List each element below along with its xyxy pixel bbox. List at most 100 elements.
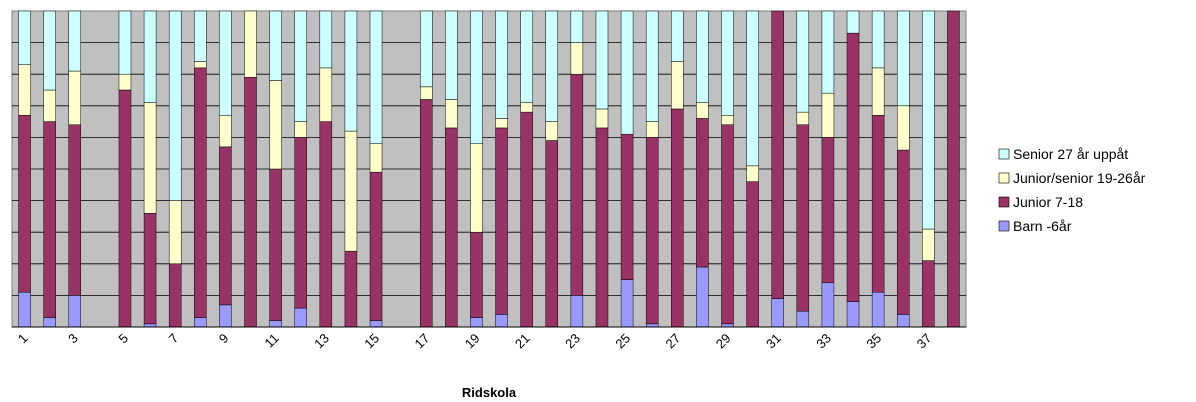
x-axis-ticks: 1 3 5 7 9 11 13 15 17 19 21 23 25 27 29 31 33 35 37 [12,327,966,351]
x-tick-label: 23 [562,331,583,352]
bar-segment-2-s0 [44,318,56,327]
x-tick-label: 29 [713,331,734,352]
bar-segment-18-s3 [445,11,457,99]
bar-segment-20-s2 [496,118,508,127]
bar-segment-6-s1 [144,213,156,324]
bar-segment-38-s1 [947,11,959,327]
bar-segment-13-s3 [320,11,332,68]
bar-segment-11-s2 [270,81,282,169]
bar-segment-19-s0 [470,318,482,327]
bar-segment-24-s2 [596,109,608,128]
bar-segment-7-s2 [169,201,181,264]
bar-segment-21-s2 [521,103,533,112]
bar-segment-35-s2 [872,68,884,115]
bar-segment-3-s2 [69,71,81,125]
bar-segment-19-s3 [470,11,482,144]
bar-segment-33-s1 [822,137,834,282]
bar-segment-7-s3 [169,11,181,201]
bar-segment-32-s1 [797,125,809,311]
bar-segment-23-s0 [571,295,583,327]
bar-segment-17-s1 [420,99,432,327]
bar-segment-12-s2 [295,122,307,138]
bar-segment-34-s3 [847,11,859,33]
legend-label: Junior 7-18 [1013,194,1083,210]
bar-segment-24-s3 [596,11,608,109]
bar-segment-36-s1 [897,150,909,314]
bar-segment-12-s3 [295,11,307,122]
bar-segment-37-s2 [922,229,934,261]
bar-segment-6-s2 [144,103,156,214]
bar-segment-10-s2 [245,11,257,77]
bar-segment-11-s3 [270,11,282,81]
bar-segment-26-s2 [646,122,658,138]
x-tick-label: 9 [216,331,232,347]
bar-segment-14-s1 [345,251,357,327]
x-tick-label: 7 [166,331,182,347]
bar-segment-13-s2 [320,68,332,122]
bar-segment-35-s3 [872,11,884,68]
x-tick-label: 17 [412,331,433,352]
bar-segment-36-s0 [897,314,909,327]
bar-segment-18-s1 [445,128,457,327]
bar-segment-23-s2 [571,43,583,75]
legend: Senior 27 år uppåtJunior/senior 19-26årJ… [999,146,1146,234]
bar-segment-9-s1 [219,147,231,305]
x-tick-label: 1 [15,331,31,347]
bar-segment-20-s1 [496,128,508,314]
x-tick-label: 15 [361,331,382,352]
bar-segment-27-s2 [671,62,683,109]
bar-segment-34-s1 [847,33,859,302]
bar-segment-33-s2 [822,93,834,137]
bar-segment-9-s3 [219,11,231,115]
bar-segment-22-s3 [546,11,558,122]
bar-segment-8-s1 [194,68,206,318]
bar-segment-36-s2 [897,106,909,150]
bar-segment-32-s3 [797,11,809,112]
bar-segment-8-s2 [194,62,206,68]
x-tick-label: 27 [663,331,684,352]
bar-segment-37-s1 [922,261,934,327]
bar-segment-1-s3 [19,11,31,65]
bar-segment-22-s1 [546,141,558,327]
x-tick-label: 31 [763,331,784,352]
bar-segment-35-s1 [872,115,884,292]
bar-segment-24-s1 [596,128,608,327]
bar-segment-15-s2 [370,144,382,172]
bar-segment-14-s3 [345,11,357,131]
bar-segment-2-s1 [44,122,56,318]
bar-segment-28-s3 [696,11,708,103]
x-tick-label: 37 [914,331,935,352]
bar-segment-23-s1 [571,74,583,295]
bar-segment-19-s2 [470,144,482,232]
x-axis-title: Ridskola [462,385,517,400]
x-tick-label: 5 [115,331,131,347]
bar-segment-19-s1 [470,232,482,317]
bar-segment-30-s3 [747,11,759,166]
legend-label: Junior/senior 19-26år [1013,170,1146,186]
bar-segment-28-s2 [696,103,708,119]
bar-segment-25-s0 [621,280,633,327]
bar-segment-22-s2 [546,122,558,141]
bar-segment-28-s1 [696,118,708,267]
bar-segment-29-s2 [722,115,734,124]
bar-segment-26-s1 [646,137,658,323]
bar-segment-7-s1 [169,264,181,327]
x-tick-label: 33 [813,331,834,352]
bar-segment-20-s3 [496,11,508,118]
bar-segment-37-s3 [922,11,934,229]
bar-segment-28-s0 [696,267,708,327]
bar-segment-27-s1 [671,109,683,327]
bar-segment-3-s3 [69,11,81,71]
bar-segment-5-s2 [119,74,131,90]
bar-segment-11-s1 [270,169,282,321]
bar-segment-11-s0 [270,321,282,327]
bar-segment-25-s1 [621,134,633,279]
x-tick-label: 3 [65,331,81,347]
bar-segment-27-s3 [671,11,683,62]
bar-segment-30-s2 [747,166,759,182]
bar-segment-21-s1 [521,112,533,327]
bar-segment-2-s3 [44,11,56,90]
bar-segment-15-s0 [370,321,382,327]
bar-segment-12-s1 [295,137,307,308]
